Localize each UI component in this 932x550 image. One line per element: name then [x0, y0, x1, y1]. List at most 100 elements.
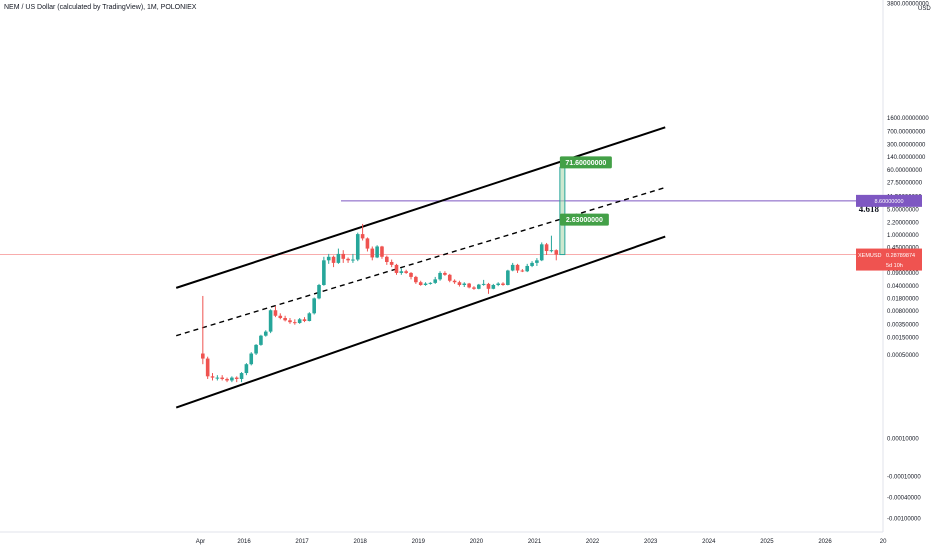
candle-body	[365, 238, 370, 249]
price-tick-label: 0.00350000	[887, 322, 919, 328]
candle-body	[239, 373, 244, 379]
candle	[467, 282, 471, 289]
price-tick-label: 0.45000000	[887, 246, 919, 252]
candle	[409, 272, 413, 280]
candle	[385, 255, 389, 265]
candle-body	[486, 283, 491, 289]
candle-body	[457, 282, 462, 285]
candle-body	[278, 315, 283, 319]
candle	[544, 242, 549, 256]
candle-body	[254, 344, 258, 354]
candle-body	[423, 283, 428, 285]
candle	[297, 318, 302, 324]
chart-title: NEM / US Dollar (calculated by TradingVi…	[4, 4, 197, 11]
time-tick-label: 2018	[354, 539, 368, 545]
candle-body	[322, 260, 326, 285]
candle	[549, 235, 554, 253]
candle	[515, 263, 520, 273]
candle	[307, 312, 312, 322]
candle-body	[399, 271, 404, 273]
candle-body	[467, 283, 471, 288]
candle	[423, 282, 428, 286]
parallel-channel[interactable]	[175, 126, 666, 409]
price-tick-label: 2.20000000	[887, 220, 919, 226]
price-tick-label: 300.00000000	[887, 143, 926, 149]
candle-body	[201, 353, 205, 359]
candle-body	[530, 262, 534, 266]
candle-body	[462, 283, 467, 285]
candle-body	[414, 276, 418, 283]
price-tick-label: 1600.00000000	[887, 116, 929, 122]
candle	[370, 246, 375, 261]
candle	[506, 269, 510, 286]
candle	[220, 375, 224, 381]
candle	[481, 279, 486, 286]
candle-body	[273, 310, 278, 316]
candle-body	[549, 250, 554, 252]
price-tick-label: -0.00100000	[887, 517, 921, 523]
bar-countdown-label: 5d 10h	[886, 263, 903, 269]
candle-body	[268, 310, 273, 332]
candle-body	[293, 322, 297, 324]
candle	[268, 309, 273, 334]
target-mid-tag-label: 2.63000000	[566, 217, 603, 224]
candle	[530, 261, 534, 268]
time-tick-label: 2017	[295, 539, 309, 545]
time-tick-label: 2019	[412, 539, 426, 545]
channel-median-line	[176, 186, 666, 337]
candle	[230, 376, 234, 383]
candle-body	[501, 283, 505, 285]
candle-body	[215, 377, 220, 379]
time-tick-label: 2022	[586, 539, 600, 545]
candle	[535, 258, 539, 266]
candle-body	[375, 246, 379, 258]
candle	[520, 269, 525, 273]
candle	[447, 273, 452, 283]
candle	[234, 376, 239, 383]
candle	[351, 253, 355, 263]
candle-body	[535, 260, 539, 263]
candle-body	[317, 284, 321, 299]
candle	[225, 377, 229, 383]
price-tick-label: 1.00000000	[887, 233, 919, 239]
candle-body	[259, 335, 263, 345]
time-axis[interactable]: Apr 2016 2017 2018 2019 2020 2021 2022 2023 2024 2…	[196, 539, 887, 545]
candle	[341, 250, 346, 263]
candle-body	[331, 256, 336, 263]
candle-body	[249, 353, 254, 365]
price-tick-label: 700.00000000	[887, 129, 926, 135]
candle	[244, 363, 249, 376]
candle-body	[452, 280, 457, 283]
candle	[331, 255, 336, 268]
time-tick-label: 2016	[237, 539, 251, 545]
candle-body	[307, 313, 312, 322]
current-price-label: 0.28789874	[886, 253, 915, 259]
candle	[375, 245, 379, 259]
candle-body	[225, 378, 229, 381]
fib-ratio-annotation: 4.618	[859, 204, 880, 214]
candle	[302, 317, 307, 323]
current-price-tag-bg	[856, 248, 922, 271]
target-projection[interactable]: 71.60000000 2.63000000 4.618	[559, 156, 880, 256]
time-tick-label: 2023	[644, 539, 658, 545]
candle-body	[326, 256, 331, 261]
candle	[399, 268, 404, 275]
candle-body	[385, 256, 389, 262]
current-symbol-label: XEMUSD	[858, 253, 882, 259]
price-tick-label: 0.00050000	[887, 353, 919, 359]
candle-body	[544, 244, 549, 252]
candle-body	[404, 271, 408, 273]
candle	[433, 276, 438, 284]
candle	[259, 334, 263, 346]
candle-body	[220, 377, 224, 379]
candle-body	[263, 331, 268, 336]
candle	[389, 259, 394, 268]
candle	[404, 269, 408, 274]
candlestick-series	[201, 223, 559, 383]
price-tick-label: 0.00150000	[887, 336, 919, 342]
candle	[539, 242, 544, 262]
candle	[293, 319, 297, 325]
price-tick-label: 0.00010000	[887, 437, 919, 443]
candle	[525, 263, 530, 273]
